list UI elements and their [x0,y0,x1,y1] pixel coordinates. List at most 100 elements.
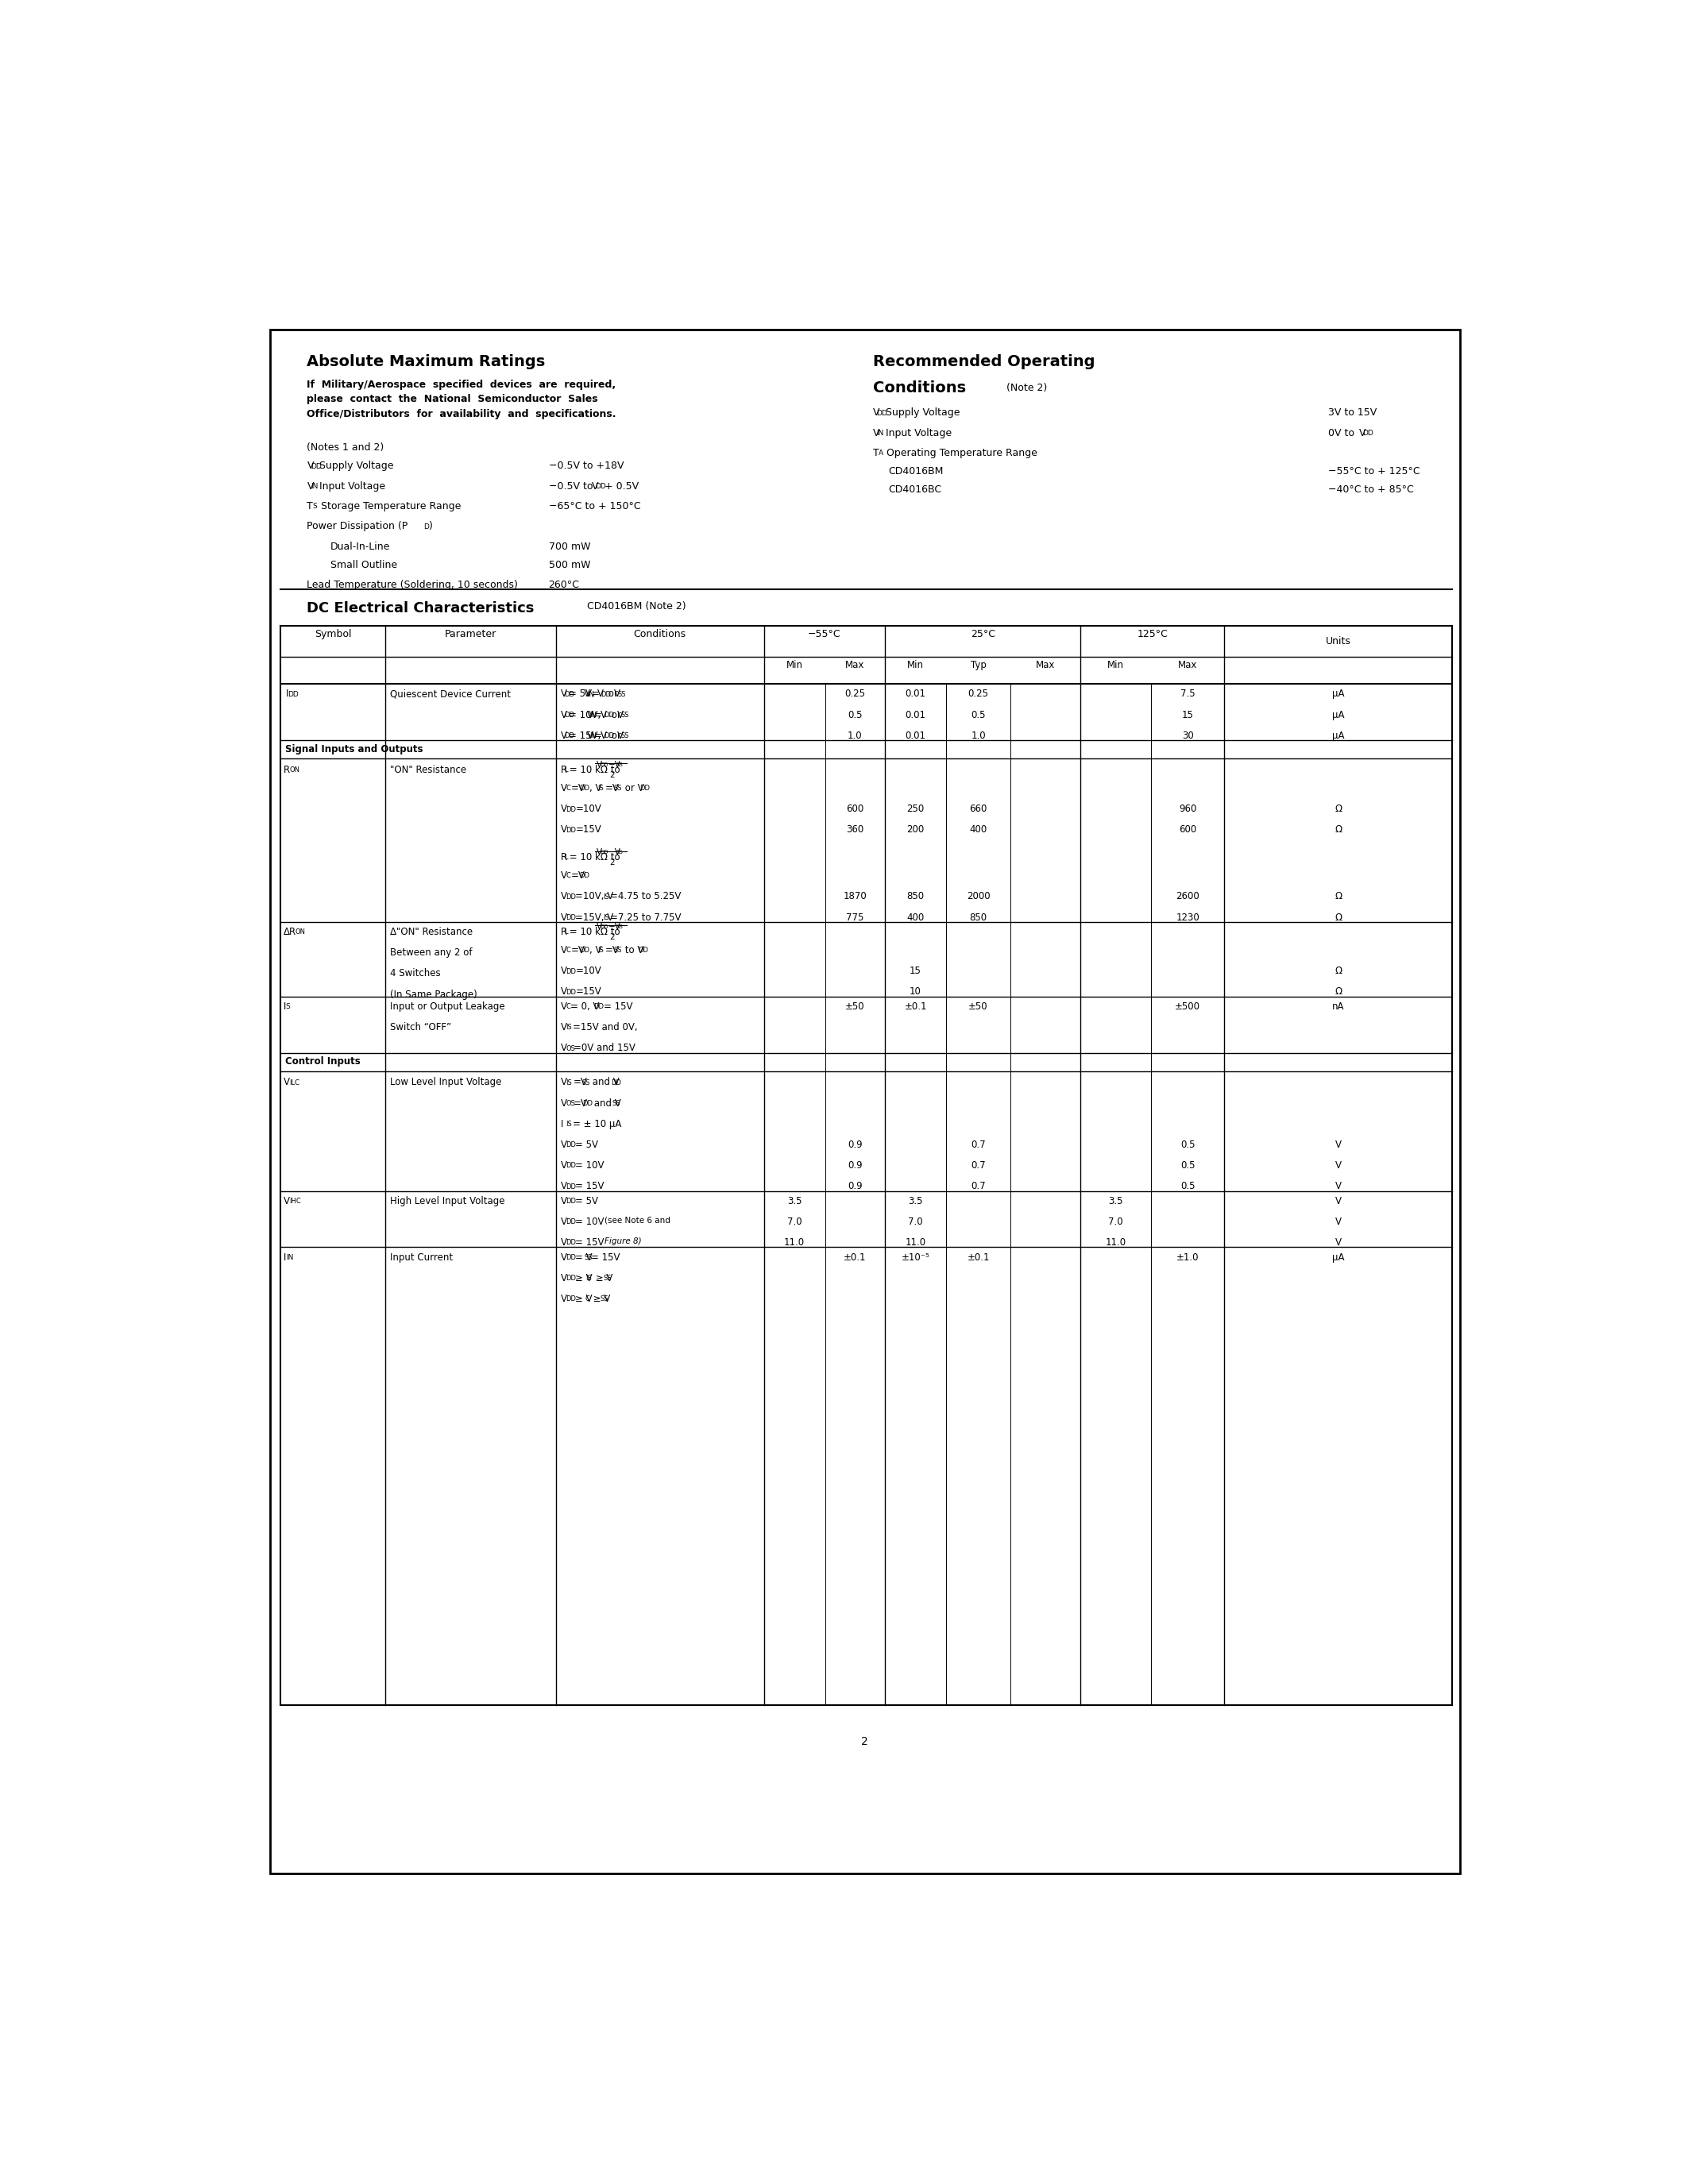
Text: 2: 2 [609,933,614,941]
Text: Min: Min [787,660,803,670]
Text: CD4016BC: CD4016BC [888,485,942,496]
Text: SS: SS [584,1254,592,1260]
Text: Conditions: Conditions [873,380,966,395]
Text: IS: IS [603,913,609,922]
Text: V: V [284,1197,290,1206]
Text: Units: Units [1325,636,1350,646]
Text: 360: 360 [846,826,864,834]
Text: DD: DD [601,850,609,854]
Text: (Note 2): (Note 2) [1006,382,1047,393]
Text: IS: IS [565,1120,572,1127]
Text: D: D [424,524,429,531]
Text: Input or Output Leakage: Input or Output Leakage [390,1002,505,1011]
Text: DD: DD [565,1162,576,1168]
Text: 0.9: 0.9 [847,1140,863,1151]
Text: C: C [565,948,571,954]
Text: Input Voltage: Input Voltage [883,428,952,439]
Text: IS: IS [565,1024,572,1031]
Text: =10V: =10V [576,804,601,815]
Text: ≥ V: ≥ V [592,1273,613,1284]
Text: V: V [560,1251,567,1262]
Text: IS: IS [598,948,604,954]
Text: −40°C to + 85°C: −40°C to + 85°C [1328,485,1415,496]
Text: 960: 960 [1178,804,1197,815]
Text: =4.75 to 5.25V: =4.75 to 5.25V [611,891,682,902]
Text: V: V [596,924,603,930]
Text: IN: IN [589,712,598,719]
Text: −55°C to + 125°C: −55°C to + 125°C [1328,467,1420,476]
Text: S: S [285,1002,290,1011]
Text: =15V: =15V [576,987,601,998]
Text: , V: , V [589,946,603,954]
Text: SS: SS [603,1275,611,1282]
Text: DD: DD [564,732,574,740]
Text: 400: 400 [906,913,925,922]
Text: 600: 600 [1178,826,1197,834]
Text: CD4016BM (Note 2): CD4016BM (Note 2) [584,601,687,612]
Text: C: C [586,1295,589,1302]
Text: Ω: Ω [1335,891,1342,902]
Text: V: V [618,710,623,721]
Text: Parameter: Parameter [444,629,496,640]
Text: = 10 kΩ to: = 10 kΩ to [565,926,623,937]
Text: and V: and V [591,1099,621,1107]
Text: =10V, V: =10V, V [576,891,614,902]
Text: Lead Temperature (Soldering, 10 seconds): Lead Temperature (Soldering, 10 seconds) [307,581,518,590]
Text: 850: 850 [969,913,987,922]
Text: High Level Input Voltage: High Level Input Voltage [390,1197,505,1206]
Text: 0.9: 0.9 [847,1160,863,1171]
Text: SS: SS [599,1295,608,1302]
Text: 2: 2 [609,771,614,780]
Text: = 10 kΩ to: = 10 kΩ to [565,852,623,863]
Text: DD: DD [601,690,611,699]
Text: 4 Switches: 4 Switches [390,968,441,978]
Text: Ω: Ω [1335,804,1342,815]
Text: V: V [560,1044,567,1053]
Text: to V: to V [621,946,643,954]
Text: ON: ON [295,928,306,935]
Text: ΔR: ΔR [284,926,297,937]
Text: =V: =V [571,871,584,880]
Text: DD: DD [565,913,576,922]
Text: ≥ V: ≥ V [576,1293,592,1304]
Text: DD: DD [565,806,576,812]
Text: Recommended Operating: Recommended Operating [873,354,1096,369]
Text: DD: DD [565,1142,576,1149]
Text: μA: μA [1332,688,1344,699]
Text: −V: −V [608,924,621,930]
Text: SS: SS [613,1101,621,1107]
Text: ±0.1: ±0.1 [967,1251,989,1262]
Text: DD: DD [604,732,614,740]
Text: V: V [560,1238,567,1247]
Text: DD: DD [1362,430,1374,437]
Text: −V: −V [608,760,621,769]
Text: DD: DD [565,1275,576,1282]
Text: V: V [598,688,604,699]
Text: DD: DD [594,483,606,489]
Text: Ω: Ω [1335,987,1342,998]
Text: −0.5V to: −0.5V to [549,480,596,491]
Text: 3.5: 3.5 [1109,1197,1123,1206]
Text: = 10 kΩ to: = 10 kΩ to [565,764,623,775]
Text: =V: =V [571,946,584,954]
Text: V: V [873,428,879,439]
Text: 15: 15 [1182,710,1193,721]
Text: ±10⁻⁵: ±10⁻⁵ [901,1251,930,1262]
Text: R: R [560,764,567,775]
Text: V: V [601,729,606,740]
Text: V: V [560,1160,567,1171]
Text: V: V [560,987,567,998]
Text: Input Voltage: Input Voltage [317,480,387,491]
Text: DD: DD [565,1219,576,1225]
Text: DD: DD [565,968,576,974]
Text: = 5V,: = 5V, [569,688,598,699]
Text: IHC: IHC [289,1197,300,1206]
Text: = 10V: = 10V [576,1160,604,1171]
Text: 0.5: 0.5 [1180,1160,1195,1171]
Text: L: L [564,854,567,860]
Text: DD: DD [640,784,650,793]
Text: SS: SS [613,948,621,954]
Text: (see Note 6 and: (see Note 6 and [604,1216,670,1225]
Text: Supply Voltage: Supply Voltage [317,461,393,472]
Text: DD: DD [604,712,614,719]
